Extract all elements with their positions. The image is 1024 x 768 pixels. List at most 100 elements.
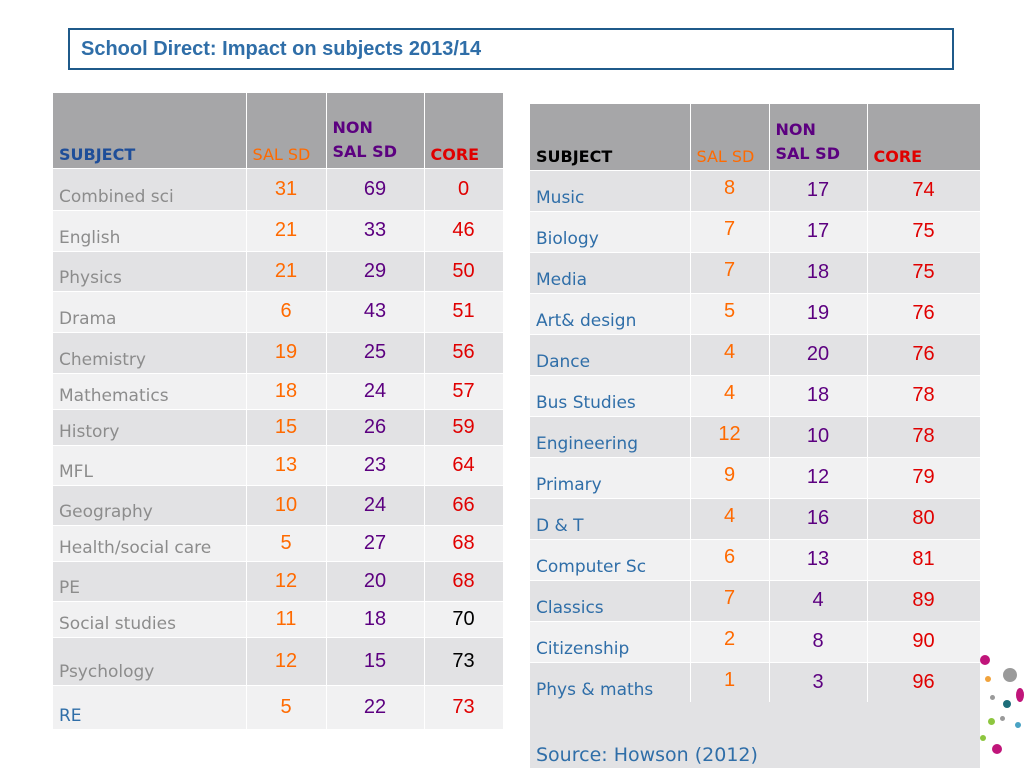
- table-row: Computer Sc 6 13 81: [530, 538, 981, 580]
- table-row: Health/social care 5 27 68: [53, 524, 504, 561]
- non-sal-sd-header: NON SAL SD: [769, 104, 868, 170]
- core-cell: 46: [424, 209, 504, 251]
- core-cell: 0: [424, 167, 504, 210]
- non-sal-sd-header-bottom: SAL SD: [775, 143, 840, 163]
- sal-sd-header: SAL SD: [246, 93, 327, 168]
- sal-sd-cell: 13: [246, 444, 327, 485]
- subject-cell: MFL: [53, 444, 247, 485]
- sal-sd-cell: 21: [246, 250, 327, 291]
- subject-header: SUBJECT: [53, 93, 247, 168]
- sal-sd-cell: 12: [690, 415, 770, 457]
- table-row: Psychology 12 15 73: [53, 636, 504, 685]
- table-row: Chemistry 19 25 56: [53, 331, 504, 373]
- dot-decoration: [992, 744, 1002, 754]
- sal-sd-cell: 8: [690, 169, 770, 211]
- subject-cell: Citizenship: [530, 620, 691, 662]
- subject-cell: Bus Studies: [530, 374, 691, 416]
- core-cell: 75: [867, 251, 981, 293]
- sal-sd-cell: 15: [246, 408, 327, 445]
- sal-sd-cell: 11: [246, 600, 327, 637]
- subject-cell: Phys & maths: [530, 661, 691, 703]
- non-sal-sd-cell: 18: [769, 374, 868, 416]
- core-cell: 76: [867, 292, 981, 334]
- non-sal-sd-header-top: NON: [775, 119, 816, 139]
- subject-header: SUBJECT: [530, 104, 691, 170]
- core-cell: 70: [424, 600, 504, 637]
- table-row: RE 5 22 73: [53, 684, 504, 729]
- core-cell: 50: [424, 250, 504, 291]
- core-cell: 73: [424, 684, 504, 729]
- non-sal-sd-cell: 24: [326, 372, 425, 409]
- source-note: Source: Howson (2012): [536, 744, 758, 766]
- subject-cell: Psychology: [53, 636, 247, 685]
- core-header: CORE: [424, 93, 504, 168]
- non-sal-sd-cell: 18: [769, 251, 868, 293]
- table-row: Phys & maths 1 3 96: [530, 661, 981, 703]
- sal-sd-cell: 9: [690, 456, 770, 498]
- non-sal-sd-cell: 22: [326, 684, 425, 729]
- core-cell: 64: [424, 444, 504, 485]
- right-header-row: SUBJECT SAL SD NON SAL SD CORE: [530, 104, 981, 170]
- subject-cell: Physics: [53, 250, 247, 291]
- table-row: Combined sci 31 69 0: [53, 167, 504, 210]
- sal-sd-cell: 21: [246, 209, 327, 251]
- dot-decoration: [1003, 700, 1011, 708]
- table-row: Art& design 5 19 76: [530, 292, 981, 334]
- non-sal-sd-cell: 10: [769, 415, 868, 457]
- non-sal-sd-cell: 13: [769, 538, 868, 580]
- subject-cell: Media: [530, 251, 691, 293]
- sal-sd-cell: 10: [246, 484, 327, 525]
- left-subjects-table: SUBJECT SAL SD NON SAL SD CORE Combined …: [53, 93, 504, 729]
- core-cell: 90: [867, 620, 981, 662]
- subject-cell: PE: [53, 560, 247, 601]
- right-subjects-table: SUBJECT SAL SD NON SAL SD CORE Music 8 17 7…: [530, 104, 981, 703]
- non-sal-sd-cell: 69: [326, 167, 425, 210]
- dot-decoration: [1016, 688, 1024, 702]
- sal-sd-cell: 7: [690, 210, 770, 252]
- subject-cell: Art& design: [530, 292, 691, 334]
- sal-sd-cell: 12: [246, 636, 327, 685]
- dot-decoration: [980, 655, 990, 665]
- non-sal-sd-cell: 20: [769, 333, 868, 375]
- non-sal-sd-header-top: NON: [332, 117, 373, 137]
- core-cell: 66: [424, 484, 504, 525]
- dot-decoration: [985, 676, 991, 682]
- subject-cell: Combined sci: [53, 167, 247, 210]
- sal-sd-cell: 31: [246, 167, 327, 210]
- core-cell: 89: [867, 579, 981, 621]
- sal-sd-cell: 19: [246, 331, 327, 373]
- core-cell: 74: [867, 169, 981, 211]
- sal-sd-cell: 6: [246, 290, 327, 332]
- non-sal-sd-cell: 24: [326, 484, 425, 525]
- table-row: Classics 7 4 89: [530, 579, 981, 621]
- non-sal-sd-cell: 29: [326, 250, 425, 291]
- left-header-row: SUBJECT SAL SD NON SAL SD CORE: [53, 93, 504, 168]
- non-sal-sd-cell: 4: [769, 579, 868, 621]
- core-cell: 78: [867, 374, 981, 416]
- non-sal-sd-cell: 15: [326, 636, 425, 685]
- table-row: MFL 13 23 64: [53, 444, 504, 485]
- sal-sd-cell: 4: [690, 497, 770, 539]
- non-sal-sd-cell: 3: [769, 661, 868, 703]
- core-cell: 81: [867, 538, 981, 580]
- subject-cell: D & T: [530, 497, 691, 539]
- sal-sd-cell: 5: [246, 524, 327, 561]
- subject-cell: Drama: [53, 290, 247, 332]
- table-row: Engineering 12 10 78: [530, 415, 981, 457]
- subject-cell: Social studies: [53, 600, 247, 637]
- table-row: Music 8 17 74: [530, 169, 981, 211]
- subject-cell: Chemistry: [53, 331, 247, 373]
- sal-sd-cell: 4: [690, 333, 770, 375]
- table-row: Physics 21 29 50: [53, 250, 504, 291]
- table-row: English 21 33 46: [53, 209, 504, 251]
- subject-cell: Health/social care: [53, 524, 247, 561]
- core-cell: 68: [424, 560, 504, 601]
- table-row: Geography 10 24 66: [53, 484, 504, 525]
- table-row: PE 12 20 68: [53, 560, 504, 601]
- sal-sd-cell: 1: [690, 661, 770, 703]
- subject-cell: English: [53, 209, 247, 251]
- sal-sd-cell: 6: [690, 538, 770, 580]
- table-row: Bus Studies 4 18 78: [530, 374, 981, 416]
- subject-cell: History: [53, 408, 247, 445]
- table-row: D & T 4 16 80: [530, 497, 981, 539]
